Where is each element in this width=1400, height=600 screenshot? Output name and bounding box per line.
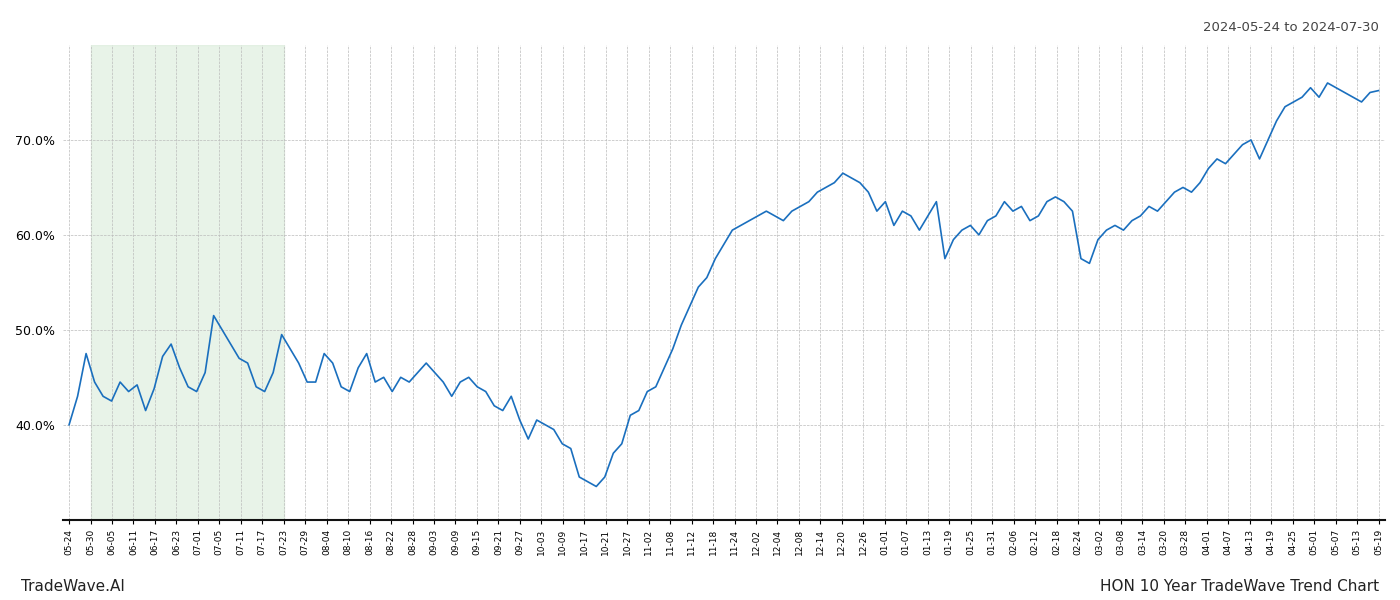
Text: HON 10 Year TradeWave Trend Chart: HON 10 Year TradeWave Trend Chart: [1100, 579, 1379, 594]
Bar: [91, 45, 284, 520]
Text: TradeWave.AI: TradeWave.AI: [21, 579, 125, 594]
Text: 2024-05-24 to 2024-07-30: 2024-05-24 to 2024-07-30: [1203, 21, 1379, 34]
